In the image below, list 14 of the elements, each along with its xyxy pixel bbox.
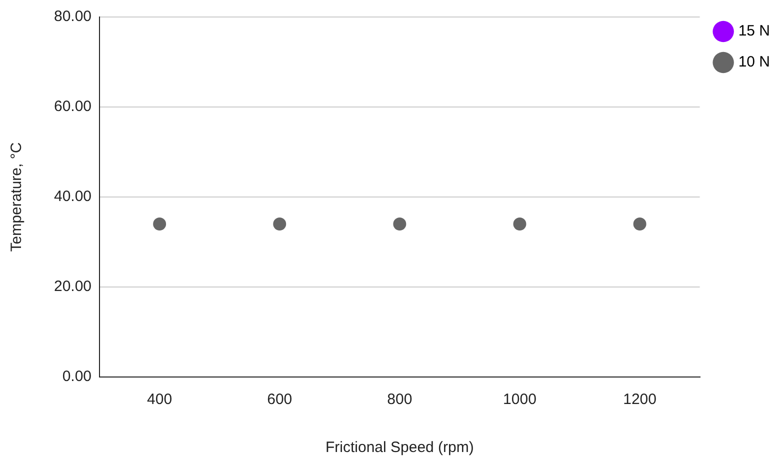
x-tick-label: 600 [267, 391, 292, 408]
y-axis-title: Temperature, °C [8, 142, 26, 252]
x-tick-label: 800 [387, 391, 412, 408]
x-tick-label: 400 [147, 391, 172, 408]
legend-label: 10 N [738, 54, 770, 71]
y-tick-label: 60.00 [54, 98, 92, 116]
y-tick-label: 40.00 [54, 188, 92, 206]
x-tick-label: 1000 [503, 391, 536, 408]
y-tick-label: 20.00 [54, 278, 92, 296]
x-tick-label: 1200 [623, 391, 656, 408]
y-tick-label: 0.00 [62, 368, 92, 386]
x-axis-title: Frictional Speed (rpm) [325, 439, 474, 456]
y-tick-label: 80.00 [54, 8, 92, 26]
legend-label: 15 N [738, 22, 770, 40]
